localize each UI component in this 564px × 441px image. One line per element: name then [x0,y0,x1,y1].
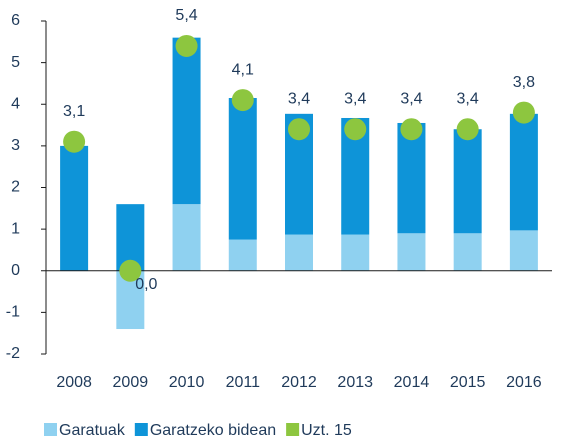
marker [231,89,254,112]
data-label: 5,4 [175,7,197,24]
legend-label: Garatuak [59,422,126,439]
data-label: 3,1 [63,103,85,120]
marker [456,118,479,141]
legend-swatch [134,423,148,436]
marker [344,118,367,141]
x-tick-label: 2009 [113,374,149,391]
bar [453,129,482,234]
y-tick-label: 5 [11,54,20,71]
data-label: 3,8 [513,74,535,91]
bar [341,234,370,271]
x-tick-label: 2016 [506,374,542,391]
marker [288,118,310,141]
bar [228,98,257,240]
marker [400,118,423,141]
bar [172,204,201,271]
y-tick-label: -1 [6,304,20,321]
bar [397,233,426,271]
y-tick-label: 4 [11,95,20,112]
bar [509,113,538,231]
data-label: 3,4 [400,90,422,107]
bar [116,204,145,271]
legend-swatch [44,423,57,436]
legend-label: Uzt. 15 [301,422,352,439]
x-tick-label: 2008 [56,374,92,391]
marker [63,130,86,153]
bar [172,37,201,205]
marker [119,259,142,282]
x-tick-label: 2013 [337,374,373,391]
y-tick-label: 6 [11,12,20,29]
x-tick-label: 2015 [450,374,486,391]
legend-label: Garatzeko bidean [150,422,276,439]
y-tick-label: 2 [11,179,20,196]
bar [453,233,482,271]
data-label: 3,4 [344,90,366,107]
y-tick-label: -2 [6,345,20,362]
data-label: 4,1 [232,61,254,78]
y-tick-label: 0 [11,262,20,279]
bar [509,230,538,271]
data-label: 3,4 [288,90,310,107]
y-tick-label: 3 [11,137,20,154]
y-tick-label: 1 [11,220,20,237]
bar [285,234,313,271]
bar [228,239,257,271]
x-tick-label: 2014 [394,374,430,391]
x-tick-label: 2010 [169,374,205,391]
legend-swatch [286,423,300,436]
data-label: 0,0 [135,276,157,293]
data-label: 3,4 [457,90,479,107]
x-tick-label: 2011 [226,374,261,391]
x-tick-label: 2012 [281,374,317,391]
bar [60,145,89,271]
marker [512,101,535,124]
marker [175,34,198,57]
bar [397,122,426,234]
